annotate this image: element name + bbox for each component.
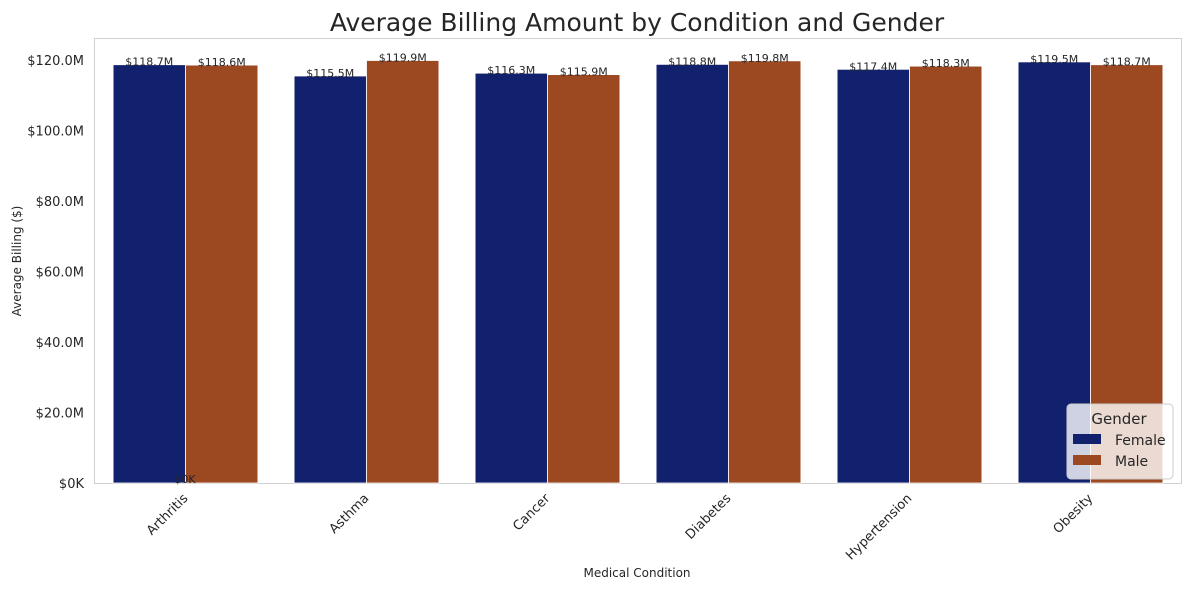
data-label-cancer-female: $116.3M xyxy=(487,64,535,77)
legend-swatch-male xyxy=(1073,455,1101,465)
x-tick-label-obesity: Obesity xyxy=(1051,491,1097,537)
x-tick-label-asthma: Asthma xyxy=(327,491,373,537)
y-tick-label: $100.0M xyxy=(27,125,84,140)
data-label-diabetes-female: $118.8M xyxy=(668,55,716,68)
bar-asthma-male xyxy=(366,60,440,484)
legend-label-female: Female xyxy=(1115,433,1166,449)
bar-diabetes-female xyxy=(655,63,729,484)
bar-hypertension-male xyxy=(909,65,983,484)
y-axis-ticks: $0K $20.0M $40.0M $60.0M $80.0M $100.0M $120.0… xyxy=(27,54,84,492)
x-axis-ticks: Arthritis Asthma Cancer Diabetes Hypertensio… xyxy=(144,491,1097,564)
bar-asthma-female xyxy=(293,75,367,484)
y-tick-label: $60.0M xyxy=(36,266,84,281)
data-label-hypertension-female: $117.4M xyxy=(849,60,897,73)
data-label-hypertension-male: $118.3M xyxy=(922,57,970,70)
legend-label-male: Male xyxy=(1115,454,1148,470)
data-label-diabetes-male: $119.8M xyxy=(741,52,789,65)
data-label-arthritis-male: $118.6M xyxy=(198,56,246,69)
y-axis-label: Average Billing ($) xyxy=(10,206,24,317)
bar-diabetes-male xyxy=(728,60,802,484)
y-tick-label: $20.0M xyxy=(36,407,84,422)
x-tick-label-cancer: Cancer xyxy=(510,491,553,534)
data-label-cancer-male: $115.9M xyxy=(560,66,608,79)
x-tick-label-hypertension: Hypertension xyxy=(843,491,915,563)
bars-layer xyxy=(112,60,1164,484)
chart-title: Average Billing Amount by Condition and … xyxy=(330,8,945,37)
data-labels-layer: $118.7M $118.6M $115.5M $119.9M $116.3M $115.… xyxy=(125,51,1150,80)
bar-hypertension-female xyxy=(836,68,910,484)
data-label-arthritis-female: $118.7M xyxy=(125,56,173,69)
y-tick-label: $0K xyxy=(59,477,85,492)
legend-swatch-female xyxy=(1073,434,1101,444)
data-label-obesity-male: $118.7M xyxy=(1103,56,1151,69)
y-tick-label: $80.0M xyxy=(36,195,84,210)
x-tick-label-arthritis: Arthritis xyxy=(144,491,192,539)
bar-arthritis-male xyxy=(185,64,259,484)
y-tick-label: $120.0M xyxy=(27,54,84,69)
legend-title: Gender xyxy=(1091,410,1147,428)
data-label-asthma-female: $115.5M xyxy=(306,67,354,80)
legend: Gender Female Male xyxy=(1066,403,1174,480)
x-tick-label-diabetes: Diabetes xyxy=(683,491,735,543)
plot-area-frame xyxy=(94,38,1182,484)
extra-annotation: $0K xyxy=(174,473,196,486)
data-label-obesity-female: $119.5M xyxy=(1030,53,1078,66)
x-axis-label: Medical Condition xyxy=(583,566,690,580)
bar-cancer-female xyxy=(474,72,548,484)
data-label-asthma-male: $119.9M xyxy=(379,51,427,64)
bar-arthritis-female xyxy=(112,64,186,484)
bar-cancer-male xyxy=(547,74,621,484)
y-tick-label: $40.0M xyxy=(36,336,84,351)
